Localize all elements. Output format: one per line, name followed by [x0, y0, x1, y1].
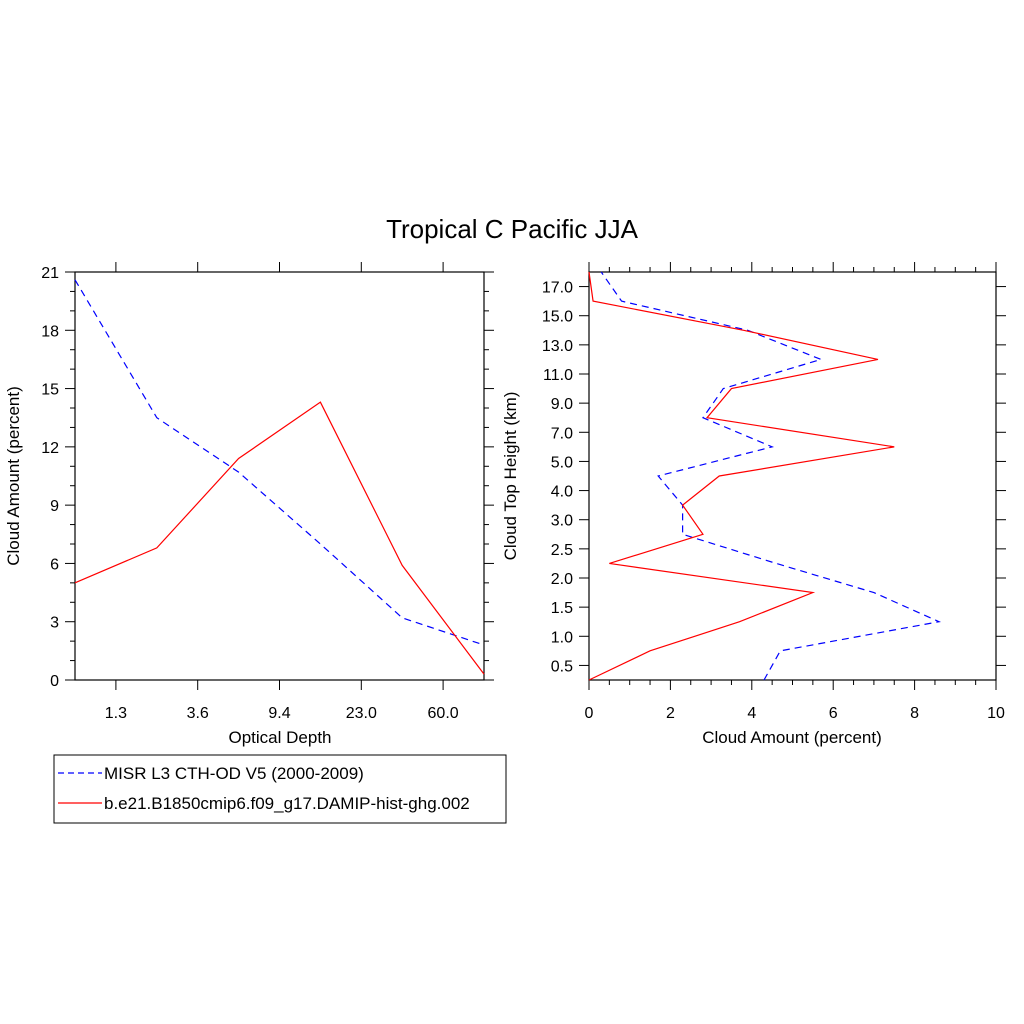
right-x-tick-label: 8	[910, 705, 919, 722]
right-plot-frame	[588, 271, 997, 681]
right-x-tick-label: 2	[666, 705, 675, 722]
right-y-tick-label: 9.0	[551, 396, 573, 413]
right-y-tick-label: 1.0	[551, 629, 573, 646]
right-y-axis-label: Cloud Top Height (km)	[501, 392, 520, 561]
right-x-tick-label: 0	[585, 705, 594, 722]
left-x-tick-label: 60.0	[428, 705, 459, 722]
right-y-tick-label: 5.0	[551, 454, 573, 471]
right-y-tick-label: 2.0	[551, 571, 573, 588]
right-panel: 0 2 4 6 8 10 0.5 1.0 1.5 2.0 2.5 3.0 4.0 5.0 7.0 9.0 11.…	[542, 262, 1006, 722]
left-series-line-misr	[74, 279, 485, 646]
right-y-tick-label: 4.0	[551, 484, 573, 501]
right-y-tick-label: 7.0	[551, 425, 573, 442]
legend-box	[53, 754, 507, 824]
left-y-tick-label: 21	[41, 265, 59, 282]
right-y-tick-label: 13.0	[542, 338, 573, 355]
right-y-tick-label: 3.0	[551, 513, 573, 530]
left-plot-frame	[74, 271, 485, 681]
right-y-tick-label: 17.0	[542, 280, 573, 297]
chart-title: Tropical C Pacific JJA	[386, 214, 639, 244]
right-y-tick-label: 15.0	[542, 309, 573, 326]
left-x-tick-label: 23.0	[346, 705, 377, 722]
right-x-tick-label: 6	[829, 705, 838, 722]
right-x-tick-label: 4	[747, 705, 756, 722]
left-y-tick-label: 0	[50, 673, 59, 690]
right-x-axis-label: Cloud Amount (percent)	[702, 728, 882, 747]
left-series-line-model	[74, 401, 485, 675]
left-x-tick-label: 3.6	[187, 705, 209, 722]
legend-label-misr: MISR L3 CTH-OD V5 (2000-2009)	[104, 764, 364, 783]
left-y-tick-label: 12	[41, 440, 59, 457]
left-x-axis-label: Optical Depth	[229, 728, 332, 747]
right-series-line-model	[588, 271, 895, 681]
right-y-tick-label: 11.0	[543, 367, 573, 384]
legend: MISR L3 CTH-OD V5 (2000-2009) b.e21.B185…	[53, 754, 507, 824]
left-y-tick-label: 15	[41, 382, 59, 399]
left-y-tick-label: 3	[50, 615, 59, 632]
legend-label-model: b.e21.B1850cmip6.f09_g17.DAMIP-hist-ghg.…	[104, 794, 470, 813]
left-y-tick-label: 18	[41, 323, 59, 340]
left-x-tick-label: 9.4	[268, 705, 290, 722]
left-y-tick-label: 6	[50, 556, 59, 573]
right-x-tick-label: 10	[987, 705, 1005, 722]
left-y-axis-label: Cloud Amount (percent)	[4, 386, 23, 566]
right-y-tick-label: 0.5	[551, 658, 573, 675]
left-panel: 0 3 6 9 12 15 18 21 1.3 3.6 9.4 23.0 60.0	[41, 262, 494, 722]
right-series-line-misr	[600, 271, 942, 681]
right-y-tick-label: 2.5	[551, 542, 573, 559]
left-x-tick-label: 1.3	[105, 705, 127, 722]
left-y-tick-label: 9	[50, 498, 59, 515]
right-y-tick-label: 1.5	[551, 600, 573, 617]
